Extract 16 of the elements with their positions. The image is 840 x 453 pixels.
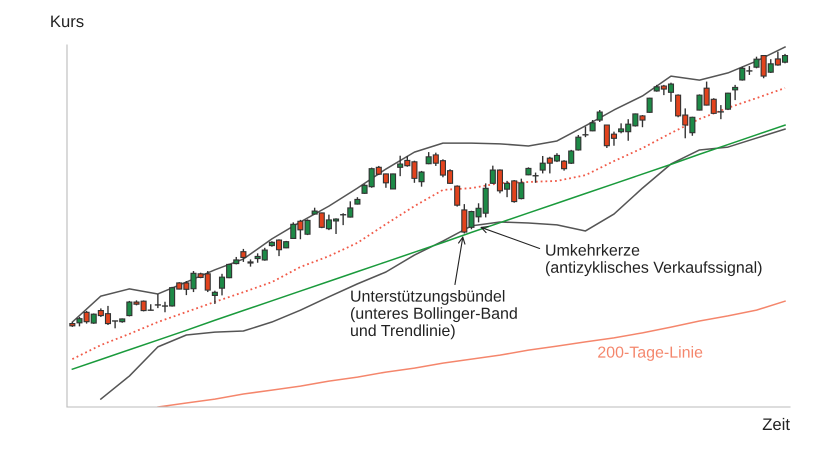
candlestick — [724, 92, 732, 111]
annotation: Umkehrkerze (antizyklisches Verkaufssignal) — [546, 244, 762, 276]
candlestick — [212, 290, 218, 305]
candlestick — [575, 134, 582, 152]
candlestick — [596, 109, 603, 123]
x-axis-title: Zeit — [762, 418, 790, 430]
candlestick — [590, 119, 596, 132]
candlestick — [582, 126, 589, 138]
candlestick — [240, 248, 246, 263]
candlestick — [646, 96, 653, 114]
candlestick — [154, 293, 161, 309]
candlestick — [454, 184, 460, 208]
series-label: 200-Tage-Linie — [598, 346, 702, 361]
candlestick — [732, 84, 738, 101]
y-axis-title: Kurs — [51, 16, 84, 28]
annotation: Unterstützungsbündel (unteres Bollinger-Band und Trendlinie) — [350, 290, 517, 340]
